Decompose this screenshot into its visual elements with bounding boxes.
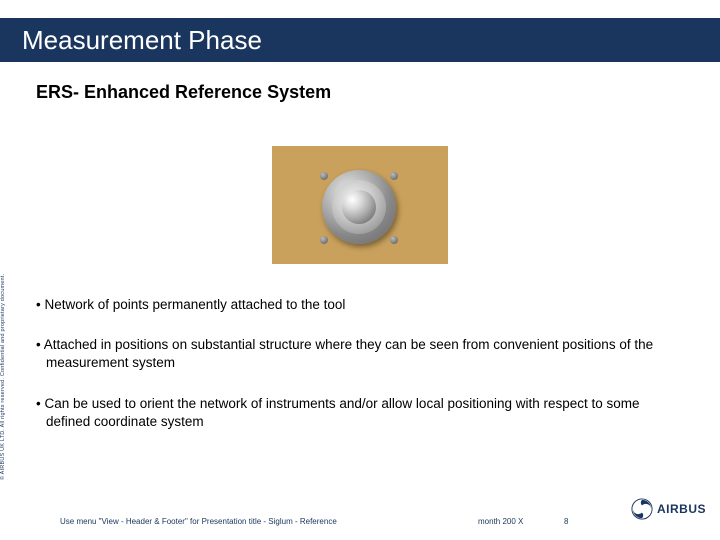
ers-ball [342, 190, 376, 224]
footer-date: month 200 X [478, 517, 523, 526]
vertical-copyright: © AIRBUS UK LTD. All rights reserved. Co… [0, 274, 6, 480]
footer-left-text: Use menu "View - Header & Footer" for Pr… [60, 517, 337, 526]
title-band: Measurement Phase [0, 18, 720, 62]
airbus-logo: AIRBUS [631, 498, 706, 520]
footer: Use menu "View - Header & Footer" for Pr… [0, 506, 720, 526]
airbus-logo-text: AIRBUS [657, 502, 706, 516]
airbus-swirl-icon [631, 498, 653, 520]
screw-icon [320, 172, 328, 180]
bullet-list: • Network of points permanently attached… [36, 296, 684, 453]
slide-title: Measurement Phase [22, 25, 262, 56]
bullet-item: • Attached in positions on substantial s… [36, 336, 684, 372]
screw-icon [320, 236, 328, 244]
footer-page-number: 8 [564, 517, 568, 526]
slide-subtitle: ERS- Enhanced Reference System [36, 82, 331, 103]
bullet-item: • Can be used to orient the network of i… [36, 395, 684, 431]
screw-icon [390, 236, 398, 244]
slide: Measurement Phase ERS- Enhanced Referenc… [0, 0, 720, 540]
bullet-item: • Network of points permanently attached… [36, 296, 684, 314]
screw-icon [390, 172, 398, 180]
reference-photo [272, 146, 448, 264]
